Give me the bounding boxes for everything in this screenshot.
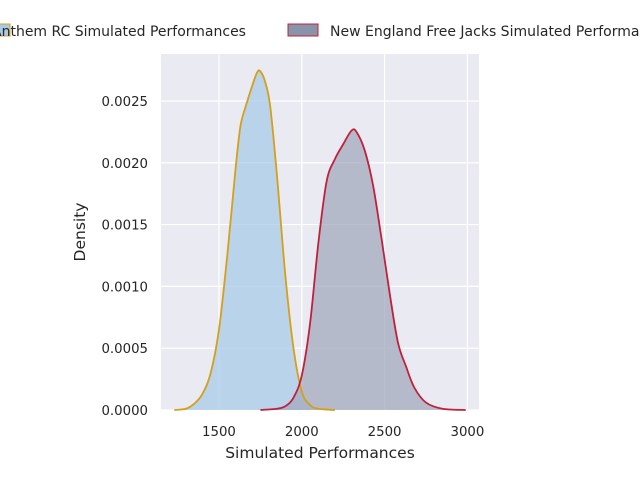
y-tick-label: 0.0025 — [101, 95, 148, 110]
y-tick-label: 0.0000 — [101, 404, 148, 419]
legend-swatch-anthem — [0, 23, 11, 37]
legend-entry-free-jacks: New England Free Jacks Simulated Perform… — [287, 23, 640, 40]
legend-label-free-jacks: New England Free Jacks Simulated Perform… — [330, 24, 640, 40]
x-tick-label: 2000 — [285, 425, 319, 440]
legend-entry-anthem: Anthem RC Simulated Performances — [0, 23, 246, 40]
y-tick-labels: 0.0000 0.0005 0.0010 0.0015 0.0020 0.0025 — [101, 95, 148, 419]
density-area-anthem — [174, 70, 335, 411]
x-axis-label: Simulated Performances — [225, 444, 415, 462]
x-tick-label: 2500 — [368, 425, 402, 440]
y-tick-label: 0.0015 — [101, 219, 148, 234]
y-tick-label: 0.0005 — [101, 342, 148, 357]
density-lines — [174, 69, 466, 411]
legend-label-anthem: Anthem RC Simulated Performances — [0, 24, 246, 40]
x-tick-labels: 1500 2000 2500 3000 — [202, 425, 484, 440]
y-axis-label: Density — [71, 203, 89, 262]
density-line-free-jacks — [260, 128, 466, 411]
density-line-anthem — [174, 69, 335, 411]
legend-swatch-free-jacks — [287, 23, 319, 37]
density-fills — [174, 70, 466, 411]
y-tick-label: 0.0010 — [101, 280, 148, 295]
grid — [161, 54, 479, 411]
x-tick-label: 3000 — [450, 425, 484, 440]
legend: Anthem RC Simulated Performances New Eng… — [0, 23, 640, 40]
x-tick-label: 1500 — [202, 425, 236, 440]
y-tick-label: 0.0020 — [101, 157, 148, 172]
density-area-free-jacks — [260, 129, 466, 410]
